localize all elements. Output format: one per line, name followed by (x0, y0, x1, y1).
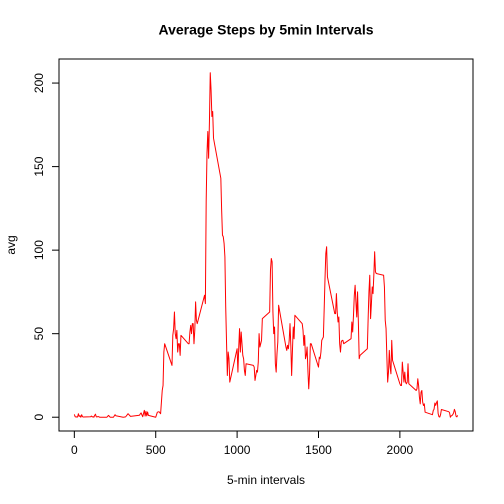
x-tick-label: 2000 (387, 443, 414, 457)
y-tick-label: 100 (32, 240, 46, 260)
x-tick-label: 500 (146, 443, 166, 457)
x-tick-label: 1000 (224, 443, 251, 457)
chart-title: Average Steps by 5min Intervals (158, 22, 373, 38)
y-tick-label: 150 (32, 156, 46, 176)
x-tick-label: 0 (71, 443, 78, 457)
data-line (73, 72, 459, 418)
y-tick-label: 50 (32, 327, 46, 341)
y-tick-label: 0 (32, 414, 46, 421)
x-axis-label: 5-min intervals (227, 473, 305, 487)
y-tick-label: 200 (32, 73, 46, 93)
x-tick-label: 1500 (305, 443, 332, 457)
y-axis-label: avg (4, 235, 18, 254)
